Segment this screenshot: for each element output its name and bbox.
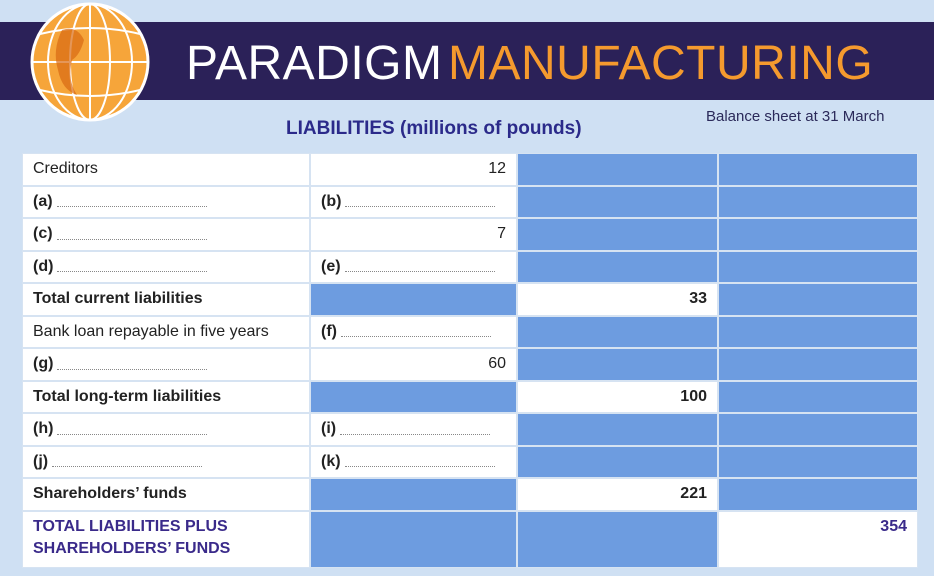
dotted-blank <box>340 336 491 338</box>
table-cell: 221 <box>517 478 718 511</box>
dotted-blank <box>56 206 207 208</box>
dotted-blank <box>344 271 495 273</box>
cell-label: (c) <box>33 225 53 243</box>
shaded-cell <box>310 510 517 568</box>
cell-label: (g) <box>33 355 54 373</box>
shaded-cell <box>718 413 918 446</box>
table-cell: 7 <box>310 218 517 251</box>
cell-value: 354 <box>880 517 907 535</box>
shaded-cell <box>718 218 918 251</box>
table-cell: 354 <box>718 510 918 568</box>
table-cell: 33 <box>517 283 718 316</box>
title: PARADIGM <box>186 37 443 90</box>
table-cell: (i) <box>310 413 517 446</box>
table-cell: Creditors <box>22 153 310 186</box>
dotted-blank <box>56 238 207 240</box>
dotted-blank <box>57 368 208 370</box>
cell-label: (b) <box>321 192 342 210</box>
table-cell: (k) <box>310 445 517 478</box>
dotted-blank <box>57 271 208 273</box>
table-cell: (f) <box>310 315 517 348</box>
shaded-cell <box>718 185 918 218</box>
shaded-cell <box>718 283 918 316</box>
table-cell: (h) <box>22 413 310 446</box>
shaded-cell <box>718 380 918 413</box>
cell-label: (f) <box>321 322 337 340</box>
caption: Balance sheet at 31 March <box>706 108 885 125</box>
cell-label: (e) <box>321 257 341 275</box>
table-cell: 60 <box>310 348 517 381</box>
table-cell: (j) <box>22 445 310 478</box>
table-title: LIABILITIES (millions of pounds) <box>286 118 582 139</box>
cell-label: (a) <box>33 192 53 210</box>
cell-label: Bank loan repayable in five years <box>33 322 269 340</box>
cell-value: 12 <box>488 160 506 178</box>
cell-label: (k) <box>321 452 341 470</box>
cell-value: 100 <box>680 387 707 405</box>
table-cell: (c) <box>22 218 310 251</box>
shaded-cell <box>517 250 718 283</box>
shaded-cell <box>718 478 918 511</box>
dotted-blank <box>345 206 496 208</box>
cell-label: Creditors <box>33 160 98 178</box>
shaded-cell <box>517 445 718 478</box>
shaded-cell <box>517 218 718 251</box>
cell-value: 33 <box>689 290 707 308</box>
table-cell: TOTAL LIABILITIES PLUS SHAREHOLDERS’ FUN… <box>22 510 310 568</box>
header-band <box>0 22 934 100</box>
cell-label: (i) <box>321 420 337 438</box>
table-cell: Total current liabilities <box>22 283 310 316</box>
table-cell: Bank loan repayable in five years <box>22 315 310 348</box>
cell-label: (d) <box>33 257 54 275</box>
cell-value: 221 <box>680 485 707 503</box>
dotted-blank <box>57 433 208 435</box>
table-cell: 100 <box>517 380 718 413</box>
cell-label: (j) <box>33 452 49 470</box>
table: Creditors 12 (a) (b) (c) 7 (d) (e) Total current… <box>22 153 918 568</box>
table-cell: Total long-term liabilities <box>22 380 310 413</box>
shaded-cell <box>310 478 517 511</box>
table-cell: (e) <box>310 250 517 283</box>
shaded-cell <box>517 153 718 186</box>
table-cell: 12 <box>310 153 517 186</box>
shaded-cell <box>718 445 918 478</box>
title: MANUFACTURING <box>448 37 874 90</box>
shaded-cell <box>718 250 918 283</box>
table-cell: Shareholders’ funds <box>22 478 310 511</box>
cell-label: (h) <box>33 420 54 438</box>
cell-label: Total long-term liabilities <box>33 387 222 405</box>
shaded-cell <box>517 510 718 568</box>
dotted-blank <box>52 466 203 468</box>
table-cell: (g) <box>22 348 310 381</box>
shaded-cell <box>718 153 918 186</box>
shaded-cell <box>517 348 718 381</box>
cell-label: Shareholders’ funds <box>33 485 187 503</box>
globe-logo <box>30 2 150 122</box>
shaded-cell <box>517 185 718 218</box>
cell-value: 60 <box>488 355 506 373</box>
cell-label: Total current liabilities <box>33 290 203 308</box>
cell-label: TOTAL LIABILITIES PLUS SHAREHOLDERS’ FUN… <box>33 517 231 557</box>
cell-value: 7 <box>497 225 506 243</box>
dotted-blank <box>340 433 491 435</box>
table-cell: (b) <box>310 185 517 218</box>
shaded-cell <box>718 348 918 381</box>
shaded-cell <box>517 315 718 348</box>
shaded-cell <box>517 413 718 446</box>
shaded-cell <box>718 315 918 348</box>
dotted-blank <box>344 466 495 468</box>
shaded-cell <box>310 283 517 316</box>
table-cell: (d) <box>22 250 310 283</box>
shaded-cell <box>310 380 517 413</box>
table-cell: (a) <box>22 185 310 218</box>
